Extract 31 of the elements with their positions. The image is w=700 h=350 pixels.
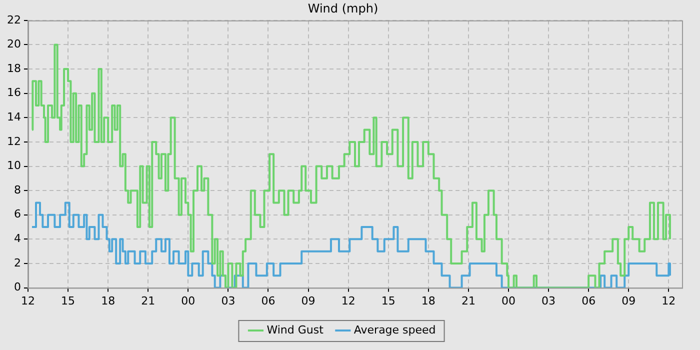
- x-tick-label: 21: [461, 294, 476, 308]
- legend-label: Wind Gust: [266, 323, 324, 336]
- x-tick-label: 21: [141, 294, 156, 308]
- chart-title: Wind (mph): [308, 1, 378, 16]
- x-tick-label: 03: [221, 294, 236, 308]
- y-tick-label: 12: [6, 134, 21, 148]
- x-tick-label: 09: [301, 294, 316, 308]
- x-tick-label: 06: [261, 294, 276, 308]
- y-tick-label: 0: [14, 280, 21, 294]
- x-tick-label: 00: [501, 294, 516, 308]
- x-tick-label: 15: [381, 294, 396, 308]
- x-tick-label: 00: [181, 294, 196, 308]
- y-tick-label: 2: [14, 256, 21, 270]
- x-tick-label: 12: [662, 294, 676, 308]
- x-tick-label: 09: [622, 294, 636, 308]
- x-tick-label: 18: [421, 294, 436, 308]
- y-tick-label: 14: [6, 110, 21, 124]
- y-tick-label: 10: [6, 159, 21, 172]
- y-tick-label: 6: [14, 208, 21, 221]
- y-tick-label: 20: [6, 38, 21, 51]
- x-tick-label: 03: [542, 294, 556, 308]
- x-tick-label: 06: [582, 294, 596, 308]
- y-tick-label: 18: [6, 62, 21, 75]
- x-tick-label: 12: [341, 294, 356, 308]
- y-tick-label: 4: [14, 232, 21, 246]
- y-tick-label: 8: [14, 183, 21, 196]
- x-tick-label: 18: [101, 294, 116, 308]
- x-tick-label: 15: [61, 294, 76, 308]
- legend-label: Average speed: [354, 323, 436, 336]
- y-tick-label: 16: [6, 86, 21, 100]
- y-tick-label: 22: [6, 13, 21, 26]
